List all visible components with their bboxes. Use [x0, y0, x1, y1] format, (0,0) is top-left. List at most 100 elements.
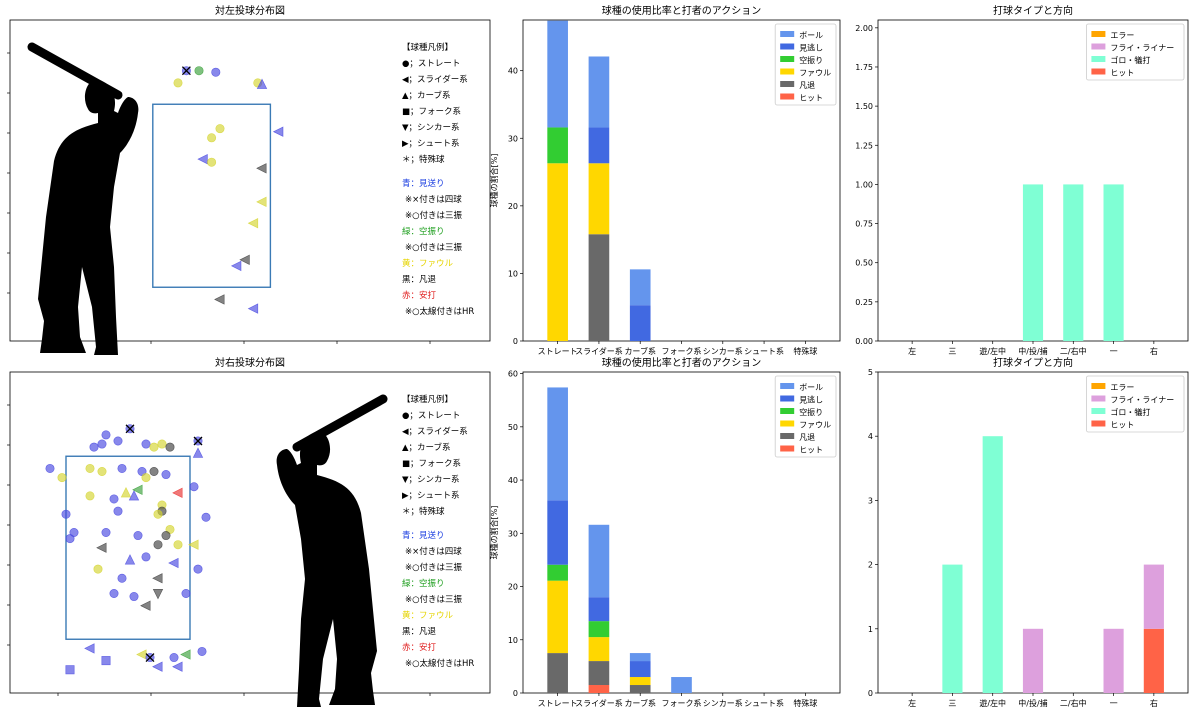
x-tick-label: 左	[908, 698, 916, 708]
pitch-point	[132, 484, 143, 495]
pitch-point	[117, 463, 127, 473]
bar-segment	[588, 163, 610, 235]
pitch-point	[207, 157, 217, 167]
pitch-point	[152, 661, 163, 672]
pitch-point	[89, 442, 99, 452]
legend-color-entry: ※○付きは三振	[405, 562, 463, 573]
legend-color-entry: 黒：凡退	[402, 626, 437, 637]
legend-label: フライ・ライナー	[1110, 396, 1174, 405]
x-tick-label: 左	[908, 346, 916, 356]
legend-swatch	[780, 420, 795, 427]
pitch-point	[161, 470, 171, 480]
legend-color-entry: ※×付きは四球	[405, 194, 462, 205]
pitch-point	[101, 656, 111, 666]
y-tick-label: 1.50	[855, 102, 873, 111]
y-tick-label: 40	[508, 67, 518, 76]
pitch-point	[141, 473, 151, 483]
legend-swatch	[780, 81, 795, 87]
legend-shape-entry: ▶；シュート系	[402, 138, 460, 149]
pitch-point	[188, 539, 199, 550]
legend-swatch	[1091, 420, 1106, 427]
legend-color-entry: 青：見送り	[402, 178, 445, 189]
x-tick-label: フォーク系	[662, 698, 702, 708]
pitch-point	[124, 554, 136, 565]
bar-segment	[588, 685, 610, 693]
legend-shape-entry: ■；フォーク系	[402, 458, 461, 469]
legend-label: ヒット	[1110, 69, 1134, 78]
pitch-point	[109, 588, 119, 598]
legend-color-entry: 黒：凡退	[402, 274, 437, 285]
bar-title: 打球タイプと方向	[993, 4, 1073, 17]
legend-color-entry: 黄：ファウル	[402, 610, 454, 621]
bar-segment	[629, 269, 651, 306]
legend-label: ヒット	[799, 446, 823, 455]
pitch-point	[173, 540, 183, 550]
legend-shape-entry: ＊；特殊球	[402, 506, 445, 517]
x-tick-label: 中/投/捕	[1018, 698, 1047, 708]
pitch-point	[152, 588, 164, 600]
bar-segment	[671, 677, 692, 693]
pitch-point	[109, 494, 119, 504]
pitch-point	[117, 573, 127, 583]
x-tick-label: カーブ系	[624, 698, 656, 708]
bar-segment	[982, 436, 1003, 693]
legend-swatch	[780, 43, 795, 50]
legend-label: ボール	[799, 383, 823, 392]
y-axis-label: 球種の割合[%]	[489, 154, 499, 208]
legend-label: 凡退	[799, 433, 815, 442]
legend-label: 見逃し	[799, 395, 823, 405]
pitch-point	[57, 473, 67, 483]
legend-label: ゴロ・犠打	[1110, 407, 1150, 417]
pitch-point	[207, 133, 217, 143]
y-tick-label: 0.75	[855, 220, 873, 229]
pitch-distribution-panel-3: 対右投球分布図【球種凡例】 ●；ストレート ◀；スライダー系 ▲；カーブ系 ■；フォーク…	[7, 356, 491, 707]
x-tick-label: 一	[1110, 699, 1118, 708]
bar-segment	[547, 580, 568, 654]
pitch-point	[141, 552, 151, 562]
legend-label: フライ・ライナー	[1110, 44, 1174, 53]
y-tick-label: 1.25	[855, 141, 873, 150]
bar-segment	[1143, 564, 1164, 629]
legend-color-entry: ※○太線付きはHR	[405, 306, 474, 317]
legend-swatch	[780, 433, 795, 439]
pitch-point	[215, 124, 225, 134]
pitch-point	[85, 463, 95, 473]
x-tick-label: スライダー系	[575, 698, 623, 708]
legend-label: エラー	[1110, 31, 1134, 40]
pitch-point	[169, 653, 179, 663]
bar-segment	[588, 56, 610, 128]
bar-segment	[547, 500, 568, 565]
pitch-point	[93, 564, 103, 574]
y-tick-label: 10	[508, 636, 518, 645]
x-tick-label: 三	[948, 347, 956, 356]
pitch-point	[140, 600, 151, 611]
legend-label: 空振り	[799, 55, 823, 65]
bar-segment	[588, 597, 610, 622]
pitch-point	[128, 490, 140, 501]
pitch-point	[141, 439, 151, 449]
scatter-title: 対右投球分布図	[215, 356, 285, 369]
y-axis-label: 球種の割合[%]	[489, 506, 499, 560]
scatter-axes-frame	[9, 371, 491, 694]
bar-segment	[1103, 628, 1124, 693]
pitch-point	[211, 67, 221, 77]
legend-title: 【球種凡例】	[402, 42, 453, 53]
legend-swatch	[780, 56, 795, 62]
pitch-point	[113, 506, 123, 516]
scatter-title: 対左投球分布図	[215, 4, 285, 17]
pitch-point	[152, 573, 163, 584]
pitch-point	[239, 254, 250, 265]
x-tick-label: シンカー系	[703, 698, 743, 708]
y-tick-label: 5	[868, 368, 873, 377]
legend-color-entry: ※○太線付きはHR	[405, 658, 474, 669]
x-tick-label: 一	[1110, 347, 1118, 356]
x-tick-label: スライダー系	[575, 346, 623, 356]
pitch-point	[157, 439, 167, 449]
legend-shape-entry: ▲；カーブ系	[402, 90, 451, 101]
legend-color-entry: 赤：安打	[402, 290, 437, 301]
legend-swatch	[780, 31, 795, 37]
legend-shape-entry: ＊；特殊球	[402, 154, 445, 165]
x-tick-label: ストレート	[538, 699, 578, 708]
legend-swatch	[780, 445, 795, 452]
